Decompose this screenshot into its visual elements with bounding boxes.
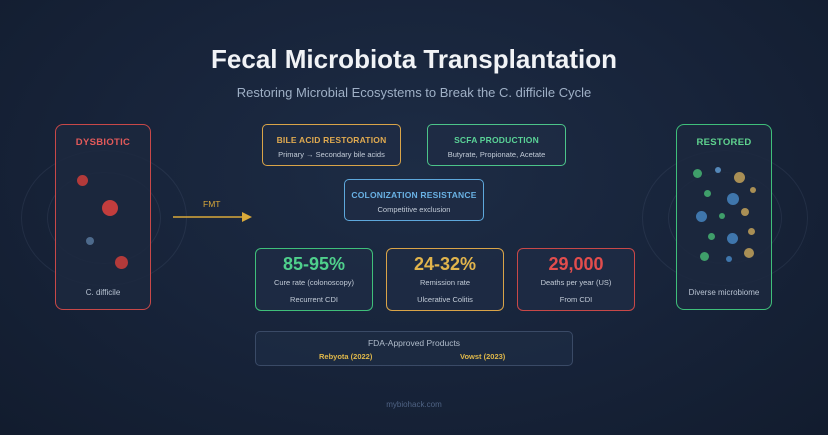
mechanism-subtitle: Primary → Secondary bile acids — [278, 150, 385, 159]
restored-title: RESTORED — [696, 137, 752, 148]
bacteria-dot — [77, 175, 88, 186]
dysbiotic-caption: C. difficile — [85, 288, 121, 297]
stat-context: From CDI — [559, 295, 593, 304]
fda-product: Rebyota (2022) — [319, 352, 373, 361]
dysbiotic-panel: DYSBIOTIC C. difficile — [55, 124, 151, 310]
stat-value: 24-32% — [413, 254, 477, 274]
bacteria-dot — [696, 211, 707, 222]
bacteria-dot — [727, 193, 739, 205]
bacteria-dot — [744, 248, 754, 258]
mechanism-title: BILE ACID RESTORATION — [276, 135, 387, 145]
stat-value: 85-95% — [282, 254, 346, 274]
bacteria-dot — [715, 167, 721, 173]
bacteria-dot — [727, 233, 738, 244]
bacteria-dot — [700, 252, 709, 261]
stat-label: Cure rate (colonoscopy) — [273, 278, 355, 287]
bacteria-dot — [741, 208, 749, 216]
stat-context: Ulcerative Colitis — [417, 295, 473, 304]
mechanism-card: BILE ACID RESTORATION Primary → Secondar… — [262, 124, 401, 166]
fda-products-box: FDA-Approved Products Rebyota (2022) Vow… — [255, 331, 573, 366]
page-title: Fecal Microbiota Transplantation — [211, 44, 617, 74]
bacteria-dot — [708, 233, 715, 240]
bacteria-dot — [748, 228, 755, 235]
restored-caption: Diverse microbiome — [688, 288, 760, 297]
fda-heading: FDA-Approved Products — [367, 338, 461, 348]
restored-panel: RESTORED Diverse microbiome — [676, 124, 772, 310]
stat-value: 29,000 — [548, 254, 604, 274]
mechanism-title: COLONIZATION RESISTANCE — [351, 190, 477, 200]
bacteria-dot — [719, 213, 725, 219]
fda-product: Vowst (2023) — [460, 352, 506, 361]
bacteria-dot — [734, 172, 745, 183]
page-subtitle: Restoring Microbial Ecosystems to Break … — [236, 85, 592, 100]
mechanism-subtitle: Competitive exclusion — [377, 205, 451, 214]
bacteria-dot — [102, 200, 118, 216]
mechanism-card: COLONIZATION RESISTANCE Competitive excl… — [344, 179, 484, 221]
fmt-arrow-icon — [173, 212, 252, 222]
mechanism-card: SCFA PRODUCTION Butyrate, Propionate, Ac… — [427, 124, 566, 166]
stat-context: Recurrent CDI — [290, 295, 338, 304]
bacteria-dot — [750, 187, 756, 193]
stat-card: 24-32% Remission rate Ulcerative Colitis — [386, 248, 504, 311]
bacteria-dot — [86, 237, 94, 245]
stat-card: 29,000 Deaths per year (US) From CDI — [517, 248, 635, 311]
stat-label: Deaths per year (US) — [540, 278, 612, 287]
dysbiotic-title: DYSBIOTIC — [75, 137, 131, 148]
stat-card: 85-95% Cure rate (colonoscopy) Recurrent… — [255, 248, 373, 311]
bacteria-dot — [726, 256, 732, 262]
bacteria-dot — [115, 256, 128, 269]
fmt-label: FMT — [203, 199, 221, 209]
footer-site-link[interactable]: mybiohack.com — [386, 400, 442, 409]
stat-label: Remission rate — [419, 278, 471, 287]
bacteria-dot — [693, 169, 702, 178]
mechanism-title: SCFA PRODUCTION — [454, 135, 539, 145]
mechanism-subtitle: Butyrate, Propionate, Acetate — [447, 150, 546, 159]
bacteria-dot — [704, 190, 711, 197]
